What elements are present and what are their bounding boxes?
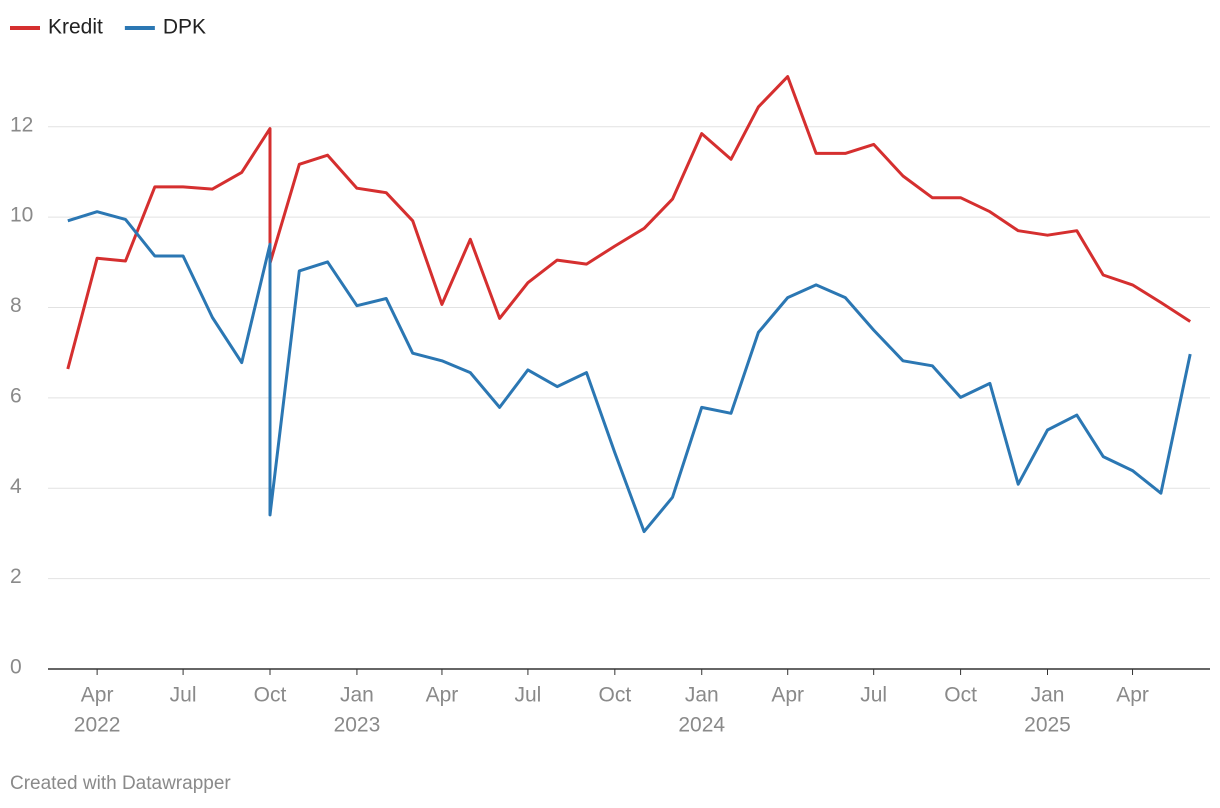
x-tick-label: Jan bbox=[340, 684, 374, 707]
x-tick-label: Jul bbox=[170, 684, 197, 707]
y-tick-label: 4 bbox=[10, 475, 22, 498]
y-tick-label: 6 bbox=[10, 384, 22, 407]
y-tick-label: 2 bbox=[10, 565, 22, 588]
legend-label: DPK bbox=[163, 16, 206, 39]
x-tick-year: 2023 bbox=[334, 714, 381, 737]
x-tick-year: 2025 bbox=[1024, 714, 1071, 737]
x-tick-year: 2022 bbox=[74, 714, 121, 737]
y-tick-label: 8 bbox=[10, 294, 22, 317]
series-line bbox=[66, 75, 1192, 370]
x-tick-label: Oct bbox=[598, 684, 631, 707]
x-tick-label: Apr bbox=[771, 684, 804, 707]
x-tick-label: Jul bbox=[860, 684, 887, 707]
x-tick-label: Apr bbox=[81, 684, 114, 707]
x-tick-label: Jul bbox=[514, 684, 541, 707]
x-tick-label: Oct bbox=[944, 684, 977, 707]
y-tick-label: 10 bbox=[10, 204, 33, 227]
y-tick-label: 12 bbox=[10, 113, 33, 136]
x-tick-label: Apr bbox=[426, 684, 459, 707]
x-tick-year: 2024 bbox=[678, 714, 725, 737]
y-tick-label: 0 bbox=[10, 656, 22, 679]
x-tick-label: Oct bbox=[254, 684, 287, 707]
x-tick-label: Apr bbox=[1116, 684, 1149, 707]
x-tick-label: Jan bbox=[685, 684, 719, 707]
legend-label: Kredit bbox=[48, 16, 103, 39]
x-tick-label: Jan bbox=[1031, 684, 1065, 707]
footer: Created with Datawrapper bbox=[10, 773, 231, 794]
series-line bbox=[67, 210, 1192, 534]
